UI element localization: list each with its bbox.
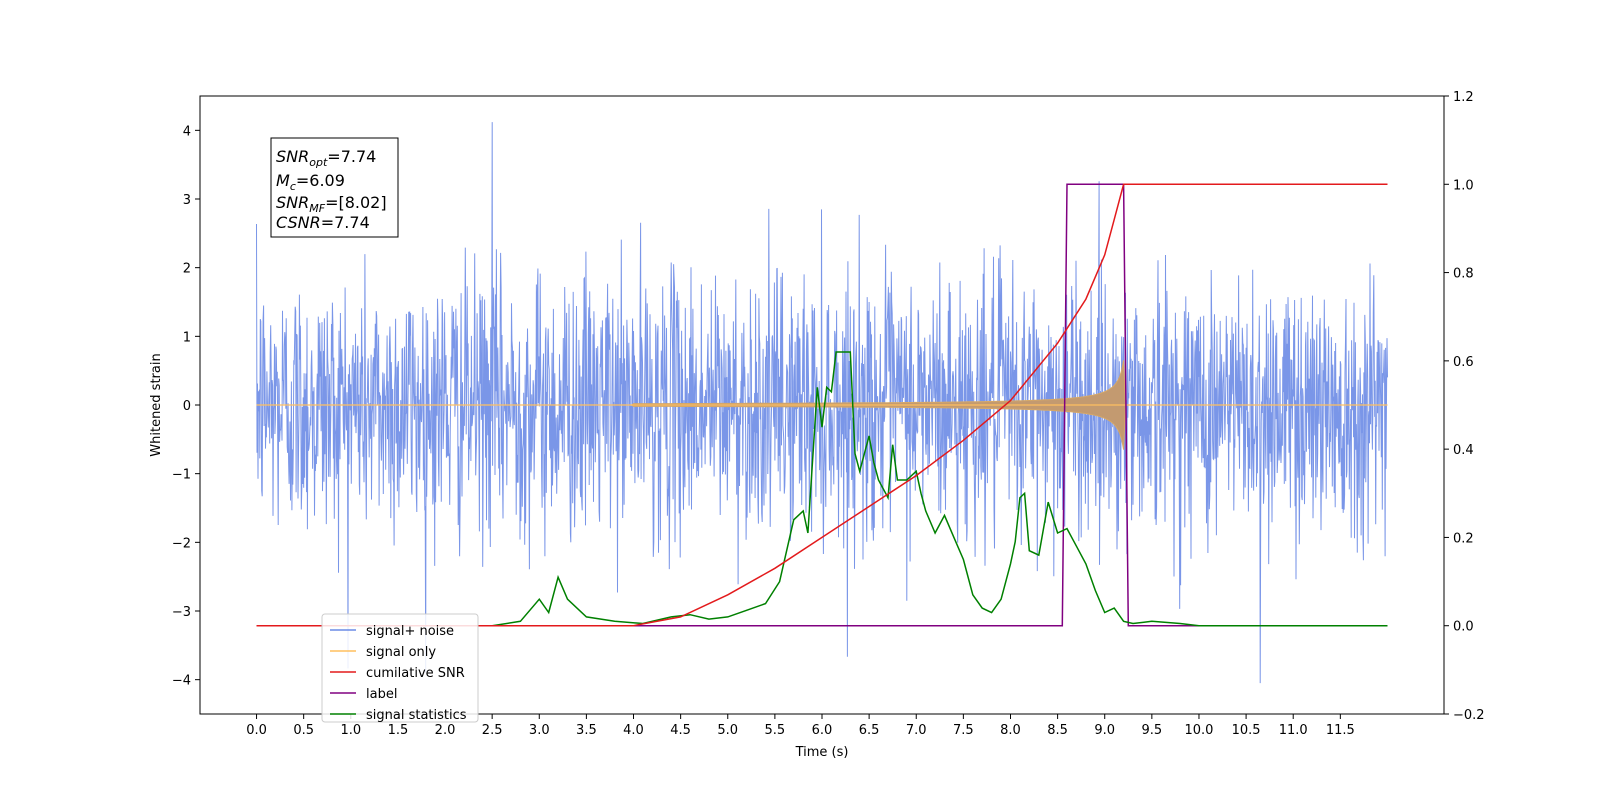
- x-tick-label: 3.0: [529, 723, 550, 738]
- x-tick-label: 1.0: [340, 723, 361, 738]
- y-tick-label: 3: [183, 193, 191, 208]
- x-tick-label: 0.5: [293, 723, 314, 738]
- legend-items: signal+ noise signal only cumilative SNR la…: [330, 624, 467, 723]
- y2-tick-label: 0.2: [1453, 531, 1474, 546]
- x-tick-label: 2.0: [435, 723, 456, 738]
- y2-tick-label: 1.0: [1453, 178, 1474, 193]
- x-tick-label: 6.0: [812, 723, 833, 738]
- x-tick-label: 2.5: [482, 723, 503, 738]
- y-tick-label: 2: [183, 262, 191, 277]
- y-tick-label: −3: [172, 605, 191, 620]
- legend-frame: [321, 613, 479, 723]
- x-tick-label: 3.5: [576, 723, 597, 738]
- x-tick-label: 10.0: [1184, 723, 1213, 738]
- x-tick-label: 7.5: [953, 723, 974, 738]
- y-tick-label: 1: [183, 330, 191, 345]
- series-label: [256, 183, 1388, 627]
- x-tick-label: 5.0: [717, 723, 738, 738]
- legend: signal+ noise signal only cumilative SNR la…: [321, 613, 479, 723]
- y2-tick-label: −0.2: [1453, 708, 1485, 723]
- y-axis-left-ticks: 4 3 2 1 0 −1 −2 −3 −4: [172, 124, 200, 689]
- y-axis-label: Whitened strain: [149, 353, 164, 456]
- info-snr-mf: SNRMF=[8.02]: [276, 193, 387, 215]
- x-tick-label: 1.5: [388, 723, 409, 738]
- x-tick-label: 10.5: [1232, 723, 1261, 738]
- x-tick-label: 11.0: [1279, 723, 1308, 738]
- x-axis-label: Time (s): [795, 745, 849, 760]
- series-signal-plus-noise: [256, 122, 1388, 684]
- y2-tick-label: 0.0: [1453, 620, 1474, 635]
- legend-entry: signal statistics: [366, 708, 467, 723]
- legend-entry: label: [366, 687, 397, 702]
- x-tick-label: 11.5: [1326, 723, 1355, 738]
- info-snr-opt: SNRopt=7.74: [276, 147, 376, 169]
- x-tick-label: 7.0: [906, 723, 927, 738]
- x-tick-label: 6.5: [859, 723, 880, 738]
- legend-entry: signal only: [366, 645, 436, 660]
- info-box: SNRopt=7.74 Mc=6.09 SNRMF=[8.02] CSNR=7.…: [270, 137, 399, 238]
- legend-entry: signal+ noise: [366, 624, 454, 639]
- y-axis-right-ticks: 1.2 1.0 0.8 0.6 0.4 0.2 0.0 −0.2: [1444, 90, 1485, 723]
- legend-entry: cumilative SNR: [366, 666, 465, 681]
- y2-tick-label: 0.4: [1453, 443, 1474, 458]
- series-layer: [256, 122, 1388, 684]
- y-tick-label: −4: [172, 674, 191, 689]
- y2-tick-label: 0.8: [1453, 267, 1474, 282]
- x-tick-label: 8.5: [1047, 723, 1068, 738]
- series-signal-statistics: [256, 351, 1388, 627]
- x-axis-ticks: 0.0 0.5 1.0 1.5 2.0 2.5 3.0 3.5 4.0 4.5 5.0 5.5 6.0 6…: [246, 714, 1355, 738]
- y-tick-label: −1: [172, 468, 191, 483]
- y2-tick-label: 0.6: [1453, 355, 1474, 370]
- x-tick-label: 5.5: [765, 723, 786, 738]
- y-tick-label: −2: [172, 536, 191, 551]
- info-chirp-mass: Mc=6.09: [276, 171, 345, 193]
- x-tick-label: 8.0: [1000, 723, 1021, 738]
- y2-tick-label: 1.2: [1453, 90, 1474, 105]
- x-tick-label: 4.5: [670, 723, 691, 738]
- x-tick-label: 9.0: [1094, 723, 1115, 738]
- series-cumulative-snr: [256, 183, 1388, 627]
- x-tick-label: 0.0: [246, 723, 267, 738]
- y-tick-label: 4: [183, 124, 191, 139]
- x-tick-label: 9.5: [1142, 723, 1163, 738]
- info-csnr: CSNR=7.74: [276, 213, 370, 232]
- y-tick-label: 0: [183, 399, 191, 414]
- x-tick-label: 4.0: [623, 723, 644, 738]
- info-box-frame: [270, 137, 399, 238]
